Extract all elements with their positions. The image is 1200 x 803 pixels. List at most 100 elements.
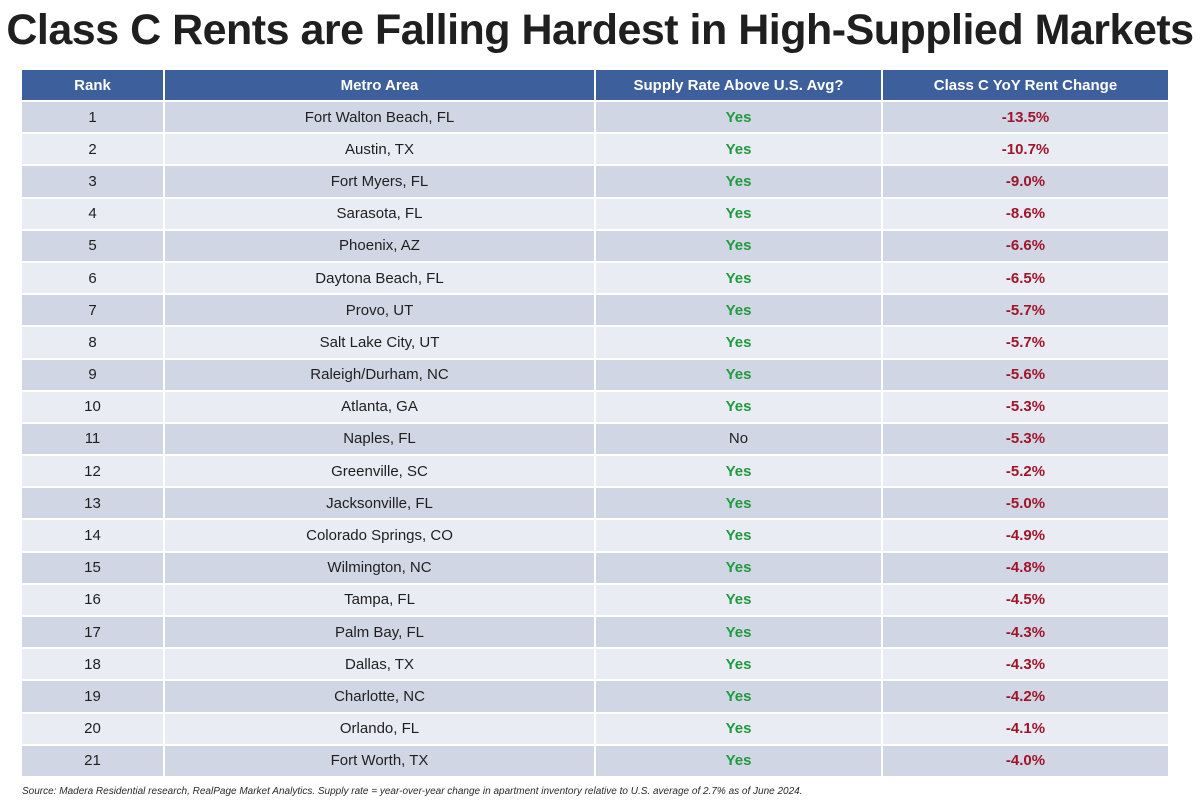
table-row: 11 Naples, FL No -5.3% bbox=[22, 421, 1168, 456]
rank-cell: 13 bbox=[22, 486, 164, 520]
rank-cell: 16 bbox=[22, 582, 164, 616]
rent-change-cell: -8.6% bbox=[881, 196, 1168, 230]
table-row: 19 Charlotte, NC Yes -4.2% bbox=[22, 679, 1168, 713]
metro-area-cell: Atlanta, GA bbox=[163, 389, 595, 423]
metro-area-cell: Orlando, FL bbox=[163, 711, 595, 745]
metro-area-cell: Tampa, FL bbox=[163, 582, 595, 616]
metro-area-cell: Sarasota, FL bbox=[163, 196, 595, 230]
rent-change-cell: -9.0% bbox=[881, 164, 1168, 198]
table-body: 1 Fort Walton Beach, FL Yes -13.5% 2 Austin, … bbox=[22, 99, 1168, 776]
rent-change-table: Rank Metro Area Supply Rate Above U.S. A… bbox=[22, 70, 1168, 776]
supply-rate-cell: Yes bbox=[594, 389, 882, 423]
table-row: 10 Atlanta, GA Yes -5.3% bbox=[22, 389, 1168, 423]
rent-change-cell: -5.7% bbox=[881, 325, 1168, 359]
table-header-row: Rank Metro Area Supply Rate Above U.S. A… bbox=[22, 70, 1168, 101]
rent-change-cell: -4.8% bbox=[881, 550, 1168, 584]
metro-area-cell: Charlotte, NC bbox=[163, 679, 595, 713]
metro-area-cell: Fort Walton Beach, FL bbox=[163, 99, 595, 134]
table-row: 18 Dallas, TX Yes -4.3% bbox=[22, 647, 1168, 681]
metro-area-cell: Phoenix, AZ bbox=[163, 228, 595, 262]
table-row: 9 Raleigh/Durham, NC Yes -5.6% bbox=[22, 357, 1168, 391]
rank-cell: 12 bbox=[22, 454, 164, 488]
metro-area-cell: Daytona Beach, FL bbox=[163, 260, 595, 295]
table-row: 21 Fort Worth, TX Yes -4.0% bbox=[22, 743, 1168, 776]
table-row: 5 Phoenix, AZ Yes -6.6% bbox=[22, 228, 1168, 262]
rank-cell: 19 bbox=[22, 679, 164, 713]
rank-cell: 1 bbox=[22, 99, 164, 134]
rank-cell: 10 bbox=[22, 389, 164, 423]
rent-change-cell: -6.5% bbox=[881, 260, 1168, 295]
rent-change-cell: -5.6% bbox=[881, 357, 1168, 391]
rent-change-cell: -5.3% bbox=[881, 389, 1168, 423]
rank-cell: 8 bbox=[22, 325, 164, 359]
rent-change-cell: -5.7% bbox=[881, 293, 1168, 327]
header-rank: Rank bbox=[22, 70, 164, 101]
rank-cell: 4 bbox=[22, 196, 164, 230]
rank-cell: 18 bbox=[22, 647, 164, 681]
rent-change-cell: -13.5% bbox=[881, 99, 1168, 134]
rent-change-cell: -5.3% bbox=[881, 421, 1168, 456]
metro-area-cell: Austin, TX bbox=[163, 132, 595, 166]
table-row: 15 Wilmington, NC Yes -4.8% bbox=[22, 550, 1168, 584]
supply-rate-cell: Yes bbox=[594, 518, 882, 552]
rent-change-cell: -4.5% bbox=[881, 582, 1168, 616]
rank-cell: 7 bbox=[22, 293, 164, 327]
metro-area-cell: Salt Lake City, UT bbox=[163, 325, 595, 359]
table-row: 14 Colorado Springs, CO Yes -4.9% bbox=[22, 518, 1168, 552]
supply-rate-cell: Yes bbox=[594, 293, 882, 327]
table-row: 7 Provo, UT Yes -5.7% bbox=[22, 293, 1168, 327]
table-row: 13 Jacksonville, FL Yes -5.0% bbox=[22, 486, 1168, 520]
rent-change-cell: -4.1% bbox=[881, 711, 1168, 745]
rank-cell: 11 bbox=[22, 421, 164, 456]
supply-rate-cell: Yes bbox=[594, 647, 882, 681]
table-row: 12 Greenville, SC Yes -5.2% bbox=[22, 454, 1168, 488]
rent-change-cell: -5.0% bbox=[881, 486, 1168, 520]
rent-change-cell: -4.9% bbox=[881, 518, 1168, 552]
metro-area-cell: Palm Bay, FL bbox=[163, 614, 595, 649]
rank-cell: 6 bbox=[22, 260, 164, 295]
supply-rate-cell: Yes bbox=[594, 711, 882, 745]
metro-area-cell: Wilmington, NC bbox=[163, 550, 595, 584]
page-title: Class C Rents are Falling Hardest in Hig… bbox=[6, 6, 1194, 54]
supply-rate-cell: Yes bbox=[594, 454, 882, 488]
metro-area-cell: Fort Worth, TX bbox=[163, 743, 595, 776]
rent-change-cell: -4.3% bbox=[881, 647, 1168, 681]
rank-cell: 15 bbox=[22, 550, 164, 584]
table-row: 20 Orlando, FL Yes -4.1% bbox=[22, 711, 1168, 745]
rank-cell: 9 bbox=[22, 357, 164, 391]
rent-change-cell: -4.2% bbox=[881, 679, 1168, 713]
rent-change-cell: -10.7% bbox=[881, 132, 1168, 166]
supply-rate-cell: Yes bbox=[594, 582, 882, 616]
supply-rate-cell: No bbox=[594, 421, 882, 456]
metro-area-cell: Raleigh/Durham, NC bbox=[163, 357, 595, 391]
metro-area-cell: Fort Myers, FL bbox=[163, 164, 595, 198]
table-row: 8 Salt Lake City, UT Yes -5.7% bbox=[22, 325, 1168, 359]
rank-cell: 14 bbox=[22, 518, 164, 552]
metro-area-cell: Provo, UT bbox=[163, 293, 595, 327]
supply-rate-cell: Yes bbox=[594, 196, 882, 230]
supply-rate-cell: Yes bbox=[594, 164, 882, 198]
supply-rate-cell: Yes bbox=[594, 743, 882, 776]
rent-change-cell: -5.2% bbox=[881, 454, 1168, 488]
rank-cell: 2 bbox=[22, 132, 164, 166]
supply-rate-cell: Yes bbox=[594, 614, 882, 649]
supply-rate-cell: Yes bbox=[594, 228, 882, 262]
table-row: 4 Sarasota, FL Yes -8.6% bbox=[22, 196, 1168, 230]
metro-area-cell: Greenville, SC bbox=[163, 454, 595, 488]
table-row: 6 Daytona Beach, FL Yes -6.5% bbox=[22, 260, 1168, 295]
supply-rate-cell: Yes bbox=[594, 99, 882, 134]
metro-area-cell: Colorado Springs, CO bbox=[163, 518, 595, 552]
supply-rate-cell: Yes bbox=[594, 357, 882, 391]
header-metro-area: Metro Area bbox=[163, 70, 595, 101]
table-row: 1 Fort Walton Beach, FL Yes -13.5% bbox=[22, 99, 1168, 134]
supply-rate-cell: Yes bbox=[594, 325, 882, 359]
metro-area-cell: Naples, FL bbox=[163, 421, 595, 456]
source-note: Source: Madera Residential research, Rea… bbox=[22, 786, 803, 797]
rank-cell: 3 bbox=[22, 164, 164, 198]
rent-change-cell: -6.6% bbox=[881, 228, 1168, 262]
supply-rate-cell: Yes bbox=[594, 550, 882, 584]
supply-rate-cell: Yes bbox=[594, 486, 882, 520]
table-row: 16 Tampa, FL Yes -4.5% bbox=[22, 582, 1168, 616]
header-rent-change: Class C YoY Rent Change bbox=[881, 70, 1168, 101]
rank-cell: 17 bbox=[22, 614, 164, 649]
